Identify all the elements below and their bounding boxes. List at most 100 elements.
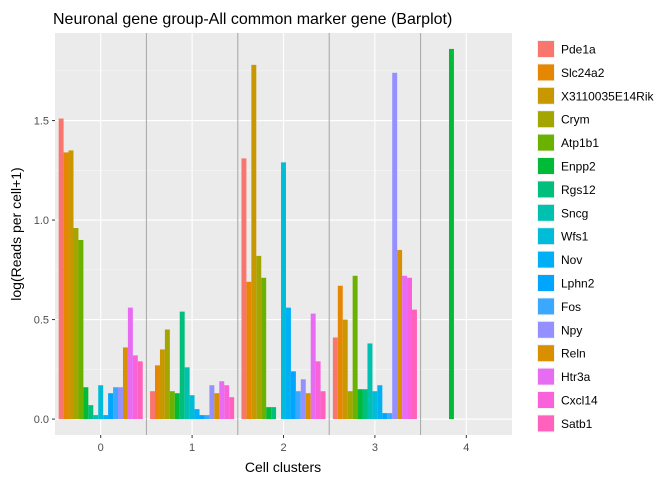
bars	[58, 33, 454, 435]
legend: Pde1a Slc24a2 X3110035E14Rik Crym Atp1b1 Enpp…	[537, 40, 655, 433]
legend-swatch-wfs1	[538, 228, 554, 245]
legend-swatch-sncg	[538, 204, 554, 221]
bar-crym-cluster-1	[164, 329, 170, 420]
legend-label-satb1: Satb1	[561, 417, 593, 431]
bar-enpp2-cluster-2	[266, 407, 272, 420]
legend-label-lphn2: Lphn2	[561, 277, 595, 291]
bar-rgs12-cluster-0	[88, 405, 94, 420]
bar-htr3a-cluster-0	[127, 307, 133, 420]
y-tick-label: 0.0	[34, 414, 49, 426]
legend-label-enpp2: Enpp2	[561, 160, 596, 174]
legend-swatch-lphn2	[538, 275, 554, 291]
x-axis-title: Cell clusters	[245, 459, 321, 475]
x-tick-label: 0	[98, 442, 104, 454]
legend-label-npy: Npy	[561, 323, 582, 337]
bar-wfs1-cluster-2	[281, 162, 286, 420]
bar-nov-cluster-2	[285, 307, 291, 420]
bar-satb1-cluster-2	[320, 391, 326, 420]
legend-swatch-atp1b1	[538, 134, 554, 151]
legend-label-slc24a2: Slc24a2	[561, 66, 605, 80]
x-tick-label: 4	[463, 442, 469, 454]
bar-cxcl14-cluster-3	[407, 277, 412, 420]
bar-atp1b1-cluster-2	[261, 277, 267, 420]
bar-htr3a-cluster-2	[310, 313, 316, 420]
bar-sncg-cluster-1	[184, 367, 190, 420]
legend-swatch-fos	[538, 298, 554, 315]
bar-slc24a2-cluster-0	[63, 152, 69, 420]
bar-cxcl14-cluster-2	[315, 361, 321, 420]
bar-atp1b1-cluster-0	[78, 239, 84, 420]
legend-swatch-pde1a	[538, 41, 554, 57]
bar-atp1b1-cluster-1	[169, 391, 175, 420]
legend-label-wfs1: Wfs1	[561, 230, 589, 244]
legend-label-reln: Reln	[561, 347, 586, 361]
legend-label-crym: Crym	[561, 113, 590, 127]
bar-reln-cluster-1	[214, 393, 220, 420]
bar-satb1-cluster-1	[229, 397, 235, 420]
y-tick-label: 1.0	[34, 215, 49, 227]
bar-nov-cluster-1	[194, 409, 200, 420]
bar-atp1b1-cluster-3	[352, 275, 358, 420]
legend-swatch-reln	[538, 345, 554, 362]
bar-pde1a-cluster-0	[58, 118, 64, 420]
legend-swatch-satb1	[538, 415, 554, 432]
bar-satb1-cluster-3	[411, 309, 417, 420]
bar-x3110035e14rik-cluster-3	[342, 319, 348, 420]
y-tick-label: 0.5	[34, 315, 49, 327]
bar-enpp2-cluster-1	[174, 393, 180, 420]
legend-label-fos: Fos	[561, 300, 581, 314]
bar-nov-cluster-0	[103, 415, 109, 420]
bar-reln-cluster-0	[122, 347, 128, 420]
x-tick-label: 1	[189, 442, 195, 454]
legend-swatch-nov	[538, 251, 554, 268]
bar-slc24a2-cluster-2	[246, 281, 252, 420]
bar-enpp2-cluster-4	[448, 48, 454, 420]
x-tick-label: 3	[372, 442, 378, 454]
bar-lphn2-cluster-2	[290, 371, 296, 420]
bar-lphn2-cluster-0	[108, 393, 114, 420]
bar-rgs12-cluster-2	[271, 407, 277, 420]
legend-swatch-crym	[538, 111, 554, 128]
bar-cxcl14-cluster-1	[224, 385, 230, 420]
legend-label-rgs12: Rgs12	[561, 183, 596, 197]
legend-label-nov: Nov	[561, 253, 582, 267]
y-tick-label: 1.5	[34, 116, 49, 128]
bar-pde1a-cluster-1	[150, 391, 156, 420]
legend-label-sncg: Sncg	[561, 206, 588, 220]
legend-swatch-slc24a2	[538, 64, 554, 81]
bar-cxcl14-cluster-0	[132, 355, 138, 420]
bar-satb1-cluster-0	[137, 361, 143, 420]
bar-crym-cluster-3	[347, 391, 353, 420]
bar-npy-cluster-1	[209, 385, 215, 420]
bar-x3110035e14rik-cluster-0	[68, 150, 74, 420]
bar-fos-cluster-2	[295, 391, 301, 420]
bar-enpp2-cluster-0	[83, 387, 89, 420]
bar-fos-cluster-0	[113, 387, 119, 420]
chart-title: Neuronal gene group-All common marker ge…	[53, 11, 452, 28]
bar-reln-cluster-2	[305, 393, 311, 420]
bar-fos-cluster-3	[387, 413, 393, 420]
bar-rgs12-cluster-1	[179, 311, 185, 420]
legend-swatch-rgs12	[538, 181, 554, 198]
bar-crym-cluster-0	[73, 228, 79, 420]
bar-npy-cluster-3	[392, 72, 398, 420]
bar-enpp2-cluster-3	[357, 389, 363, 420]
bar-wfs1-cluster-3	[372, 391, 378, 420]
bar-x3110035e14rik-cluster-1	[159, 349, 165, 420]
y-axis-title: log(Reads per cell+1)	[8, 167, 24, 300]
legend-swatch-x3110035e14rik	[538, 87, 554, 104]
bar-rgs12-cluster-3	[362, 389, 368, 420]
x-tick-label: 2	[280, 442, 286, 454]
bar-sncg-cluster-0	[93, 415, 99, 420]
bar-x3110035e14rik-cluster-2	[251, 64, 257, 420]
legend-swatch-npy	[538, 321, 554, 338]
bar-slc24a2-cluster-3	[337, 285, 343, 420]
bar-lphn2-cluster-1	[199, 415, 205, 420]
bar-reln-cluster-3	[397, 249, 403, 420]
bar-slc24a2-cluster-1	[155, 365, 160, 420]
legend-label-x3110035e14rik: X3110035E14Rik	[561, 89, 655, 103]
bar-lphn2-cluster-3	[382, 413, 388, 420]
bar-npy-cluster-2	[300, 379, 306, 420]
legend-swatch-enpp2	[538, 158, 554, 174]
